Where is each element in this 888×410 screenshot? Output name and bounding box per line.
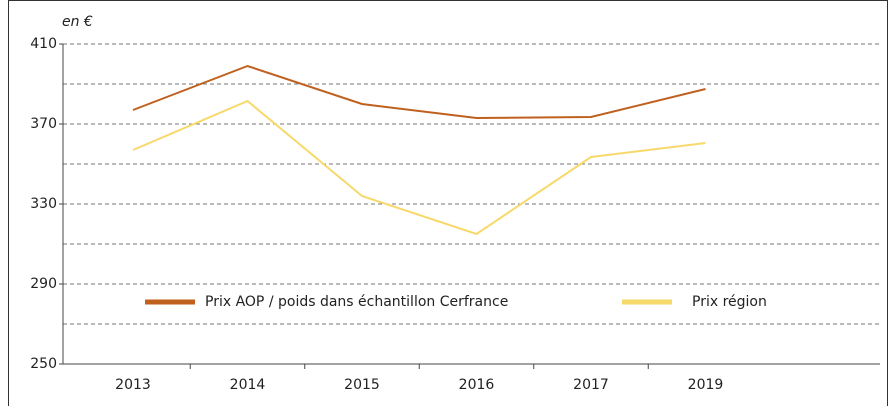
legend-label: Prix région (692, 294, 767, 310)
y-tick-label: 410 (30, 36, 57, 52)
x-tick-label: 2019 (688, 377, 724, 393)
x-tick-label: 2017 (573, 377, 609, 393)
frame (8, 0, 888, 410)
y-tick-label: 250 (30, 356, 57, 372)
x-tick-label: 2014 (230, 377, 266, 393)
legend-label: Prix AOP / poids dans échantillon Cerfra… (205, 294, 508, 310)
series-line (132, 99, 706, 236)
y-axis-label: en € (62, 14, 93, 30)
y-tick-label: 290 (30, 276, 57, 292)
series-line (132, 64, 706, 120)
x-tick-label: 2013 (115, 377, 151, 393)
y-tick-label: 370 (30, 116, 57, 132)
y-tick-label: 330 (30, 196, 57, 212)
x-tick-label: 2016 (459, 377, 495, 393)
x-tick-label: 2015 (344, 377, 380, 393)
